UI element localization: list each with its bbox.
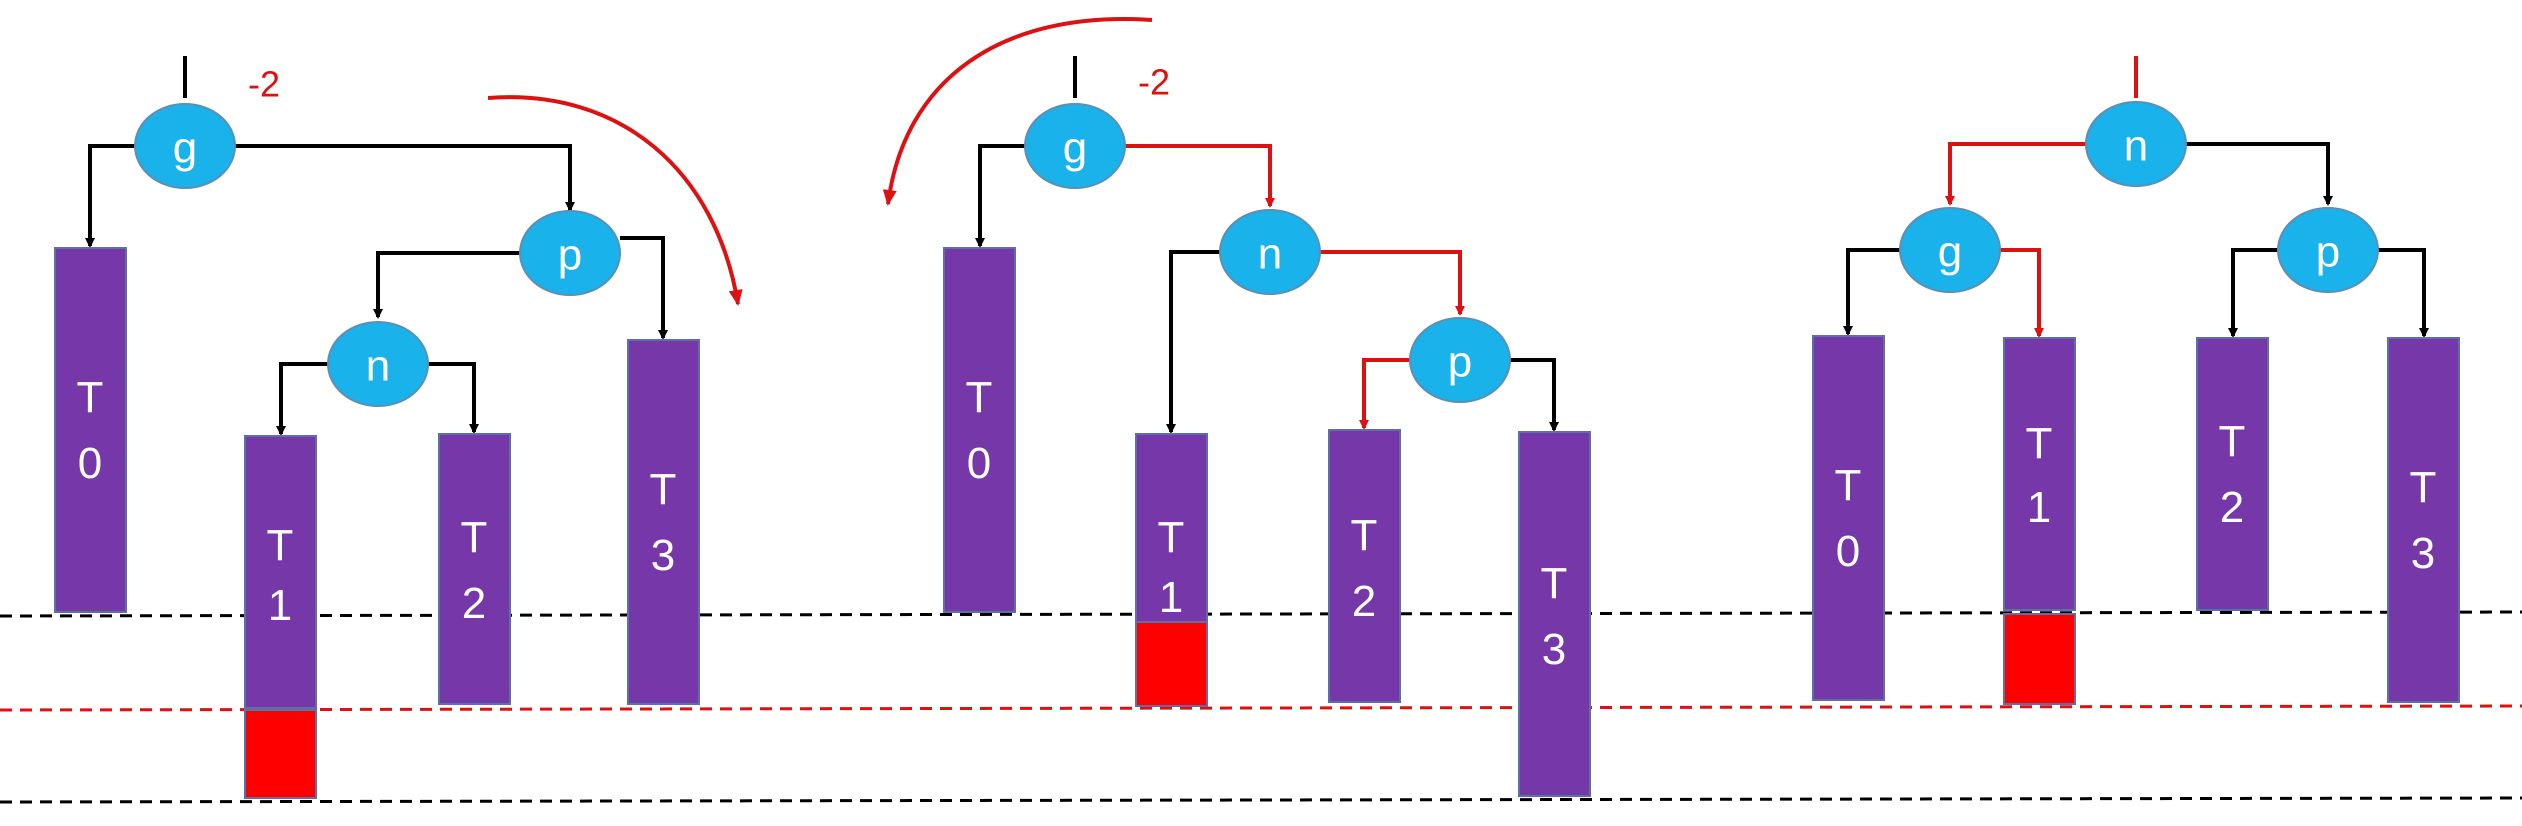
node-n — [1219, 209, 1321, 295]
subtree-t0-label-letter: T — [1835, 461, 1862, 510]
subtree-t1-extra-height-block — [1135, 621, 1208, 707]
node-g-label: g — [173, 124, 197, 173]
subtree-t0-label-letter: T — [77, 373, 104, 422]
subtree-t2-label-letter: T — [461, 513, 488, 562]
subtree-t1-label-index: 1 — [268, 581, 292, 630]
edge-g-t0 — [1843, 248, 1902, 336]
edge-p-n — [373, 251, 522, 319]
subtree-t2-label-letter: T — [1351, 511, 1378, 560]
subtree-t1-label-letter: T — [1158, 513, 1185, 562]
node-p-label: p — [2316, 228, 2340, 277]
subtree-t1 — [1135, 433, 1208, 623]
node-n-label: n — [1258, 230, 1282, 279]
subtree-t1-extra-height-block — [244, 709, 317, 799]
edge-n-p — [1320, 250, 1465, 316]
subtree-t3-label-index: 3 — [2411, 529, 2435, 578]
subtree-t3-label-letter: T — [650, 465, 677, 514]
node-g-label: g — [1938, 228, 1962, 277]
edge-g-n — [1124, 144, 1275, 208]
node-g-label: g — [1063, 124, 1087, 173]
panel-after-first-rotation: T 0 T 1 T 2 T 3 g n p -2 — [882, 17, 1591, 797]
rotation-arrow-right — [487, 95, 743, 306]
subtree-t0 — [943, 247, 1016, 613]
subtree-t0-label-index: 0 — [967, 439, 991, 488]
subtree-t1-label-index: 1 — [1159, 573, 1183, 622]
subtree-t1-extra-height-block — [2003, 613, 2076, 705]
rotation-arrow-left — [882, 17, 1153, 206]
node-g — [134, 103, 236, 189]
edge-p-t3 — [1508, 358, 1559, 432]
edge-g-t1 — [1998, 248, 2044, 338]
node-n — [327, 321, 429, 407]
node-n — [2085, 101, 2187, 187]
edge-n-t1 — [276, 362, 330, 436]
node-p-label: p — [1448, 338, 1472, 387]
balance-factor-label: -2 — [248, 64, 280, 105]
subtree-t3 — [2387, 337, 2460, 703]
subtree-t1-label-letter: T — [267, 521, 294, 570]
subtree-t1-label-index: 1 — [2027, 483, 2051, 532]
height-guides — [0, 610, 2522, 804]
subtree-t0-label-letter: T — [966, 373, 993, 422]
edge-g-t0 — [975, 144, 1028, 248]
subtree-t2-label-index: 2 — [1352, 577, 1376, 626]
edge-g-p — [232, 144, 575, 212]
subtree-t2 — [1328, 429, 1401, 703]
subtree-t1-label-letter: T — [2026, 419, 2053, 468]
subtree-t0 — [1812, 335, 1885, 701]
edge-n-g — [1945, 142, 2086, 206]
subtree-t3 — [627, 339, 700, 705]
subtree-t3-label-letter: T — [1541, 559, 1568, 608]
node-p — [519, 210, 621, 296]
edge-p-t2 — [2228, 248, 2280, 338]
edge-n-p — [2186, 142, 2333, 206]
subtree-t1 — [244, 435, 317, 709]
subtree-t0 — [54, 247, 127, 613]
subtree-t3-label-letter: T — [2410, 463, 2437, 512]
guide-line-middle — [0, 704, 2522, 712]
node-p-label: p — [558, 231, 582, 280]
guide-line-upper — [0, 610, 2522, 618]
edge-p-t3 — [2376, 248, 2429, 338]
guide-line-lower — [0, 796, 2522, 804]
edge-g-t0 — [85, 144, 140, 248]
panel-before-rotation: T 0 T 1 T 2 T 3 g p n -2 — [54, 56, 743, 799]
subtree-t3-label-index: 3 — [1542, 625, 1566, 674]
node-g — [1899, 207, 2001, 293]
node-p — [1409, 317, 1511, 403]
balance-factor-label: -2 — [1138, 62, 1170, 103]
edge-n-t2 — [425, 362, 479, 434]
node-p — [2277, 207, 2379, 293]
subtree-t1 — [2003, 337, 2076, 611]
node-n-label: n — [2124, 122, 2148, 171]
subtree-t2-label-index: 2 — [2220, 483, 2244, 532]
edge-p-t3 — [620, 236, 668, 340]
subtree-t2 — [2196, 337, 2269, 611]
edge-p-t2 — [1359, 358, 1412, 430]
subtree-t2-label-index: 2 — [462, 579, 486, 628]
subtree-t3 — [1518, 431, 1591, 797]
subtree-t0-label-index: 0 — [1836, 527, 1860, 576]
node-n-label: n — [366, 342, 390, 391]
subtree-t0-label-index: 0 — [78, 439, 102, 488]
subtree-t2 — [438, 433, 511, 705]
node-g — [1024, 103, 1126, 189]
edge-n-t1 — [1166, 250, 1222, 434]
subtree-t2-label-letter: T — [2219, 417, 2246, 466]
panel-balanced: T 0 T 1 T 2 T 3 n g p — [1812, 56, 2460, 705]
subtree-t3-label-index: 3 — [651, 531, 675, 580]
